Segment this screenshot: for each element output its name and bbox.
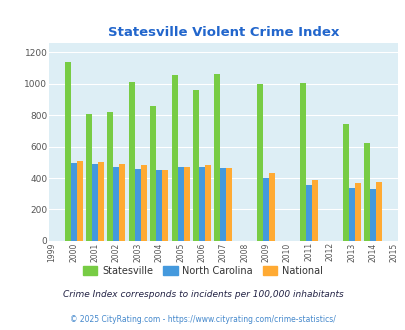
Bar (150, 106, 156, 241)
Bar (119, 164, 125, 241)
Bar (92, 164, 98, 241)
Bar (375, 182, 381, 241)
Bar (348, 188, 354, 241)
Text: © 2025 CityRating.com - https://www.cityrating.com/crime-statistics/: © 2025 CityRating.com - https://www.city… (70, 315, 335, 324)
Title: Statesville Violent Crime Index: Statesville Violent Crime Index (107, 26, 338, 39)
Bar (141, 165, 146, 241)
Bar (98, 162, 104, 241)
Bar (192, 90, 198, 241)
Bar (256, 84, 262, 241)
Bar (107, 112, 113, 241)
Bar (369, 189, 375, 241)
Bar (198, 167, 205, 241)
Bar (342, 124, 348, 241)
Bar (134, 169, 141, 241)
Bar (77, 161, 82, 241)
Bar (220, 168, 226, 241)
Bar (70, 163, 77, 241)
Bar (86, 114, 92, 241)
Bar (162, 170, 168, 241)
Bar (299, 83, 305, 241)
Bar (354, 183, 360, 241)
Bar (305, 185, 311, 241)
Bar (113, 167, 119, 241)
Bar (177, 167, 183, 241)
Bar (64, 62, 70, 241)
Bar (363, 144, 369, 241)
Text: Crime Index corresponds to incidents per 100,000 inhabitants: Crime Index corresponds to incidents per… (62, 290, 343, 299)
Legend: Statesville, North Carolina, National: Statesville, North Carolina, National (79, 262, 326, 280)
Bar (262, 178, 269, 241)
Bar (311, 180, 317, 241)
Bar (205, 165, 210, 241)
Bar (171, 75, 177, 241)
Bar (214, 74, 220, 241)
Bar (269, 174, 274, 241)
Bar (226, 168, 232, 241)
Bar (183, 167, 189, 241)
Bar (156, 171, 162, 241)
Bar (128, 82, 134, 241)
